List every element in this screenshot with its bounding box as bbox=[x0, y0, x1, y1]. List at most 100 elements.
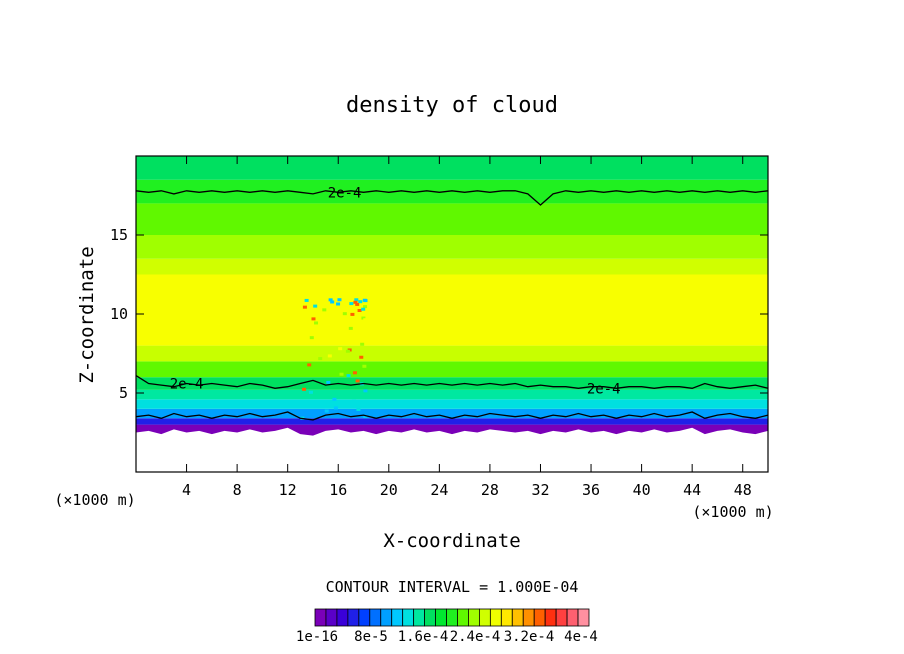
plume-cell bbox=[350, 312, 355, 316]
colorbar-swatch bbox=[511, 608, 524, 627]
cloud-base-mask bbox=[136, 427, 768, 472]
x-unit-right: (×1000 m) bbox=[692, 503, 773, 521]
plot-area bbox=[136, 156, 768, 472]
colorbar-swatch bbox=[489, 608, 502, 627]
plume-cell bbox=[361, 316, 366, 320]
density-band bbox=[136, 408, 768, 419]
plume-cell bbox=[332, 397, 337, 401]
colorbar-swatch bbox=[413, 608, 426, 627]
density-band bbox=[136, 274, 768, 346]
plume-cell bbox=[361, 307, 366, 311]
colorbar-swatch bbox=[468, 608, 480, 627]
colorbar-swatch bbox=[533, 608, 546, 627]
contour-lines: 2e-4 2e-4 2e-4 bbox=[135, 185, 769, 421]
x-tick-label: 28 bbox=[481, 481, 499, 499]
colorbar-swatch bbox=[391, 608, 404, 627]
density-band bbox=[136, 179, 768, 204]
plume-cell bbox=[356, 408, 361, 412]
plume-cell bbox=[304, 298, 309, 302]
colorbar-swatch bbox=[380, 608, 393, 627]
x-tick-label: 4 bbox=[182, 481, 191, 499]
plume-cell bbox=[358, 300, 363, 304]
colorbar-swatch bbox=[457, 608, 469, 627]
density-band bbox=[136, 258, 768, 275]
colorbar-swatch bbox=[424, 608, 436, 627]
x-tick-label: 8 bbox=[233, 481, 242, 499]
plume-cell bbox=[318, 357, 323, 361]
colorbar-swatch bbox=[369, 608, 382, 627]
plume-cell bbox=[339, 372, 344, 376]
colorbar-swatch bbox=[358, 608, 371, 627]
contour-label: 2e-4 bbox=[170, 377, 204, 393]
convective-plume bbox=[300, 298, 368, 420]
density-band bbox=[136, 361, 768, 378]
plume-cell bbox=[314, 321, 319, 325]
plume-cell bbox=[302, 387, 307, 391]
y-tick-label: 15 bbox=[110, 226, 128, 244]
density-band bbox=[136, 235, 768, 259]
colorbar-swatch bbox=[577, 608, 590, 627]
density-band bbox=[136, 418, 768, 425]
colorbar-label: 1.6e-4 bbox=[398, 629, 449, 645]
plume-cell bbox=[323, 323, 328, 327]
x-tick-label: 32 bbox=[531, 481, 549, 499]
colorbar-swatch bbox=[500, 608, 513, 627]
colorbar-swatch bbox=[522, 608, 535, 627]
plume-cell bbox=[353, 300, 358, 304]
contour-label: 2e-4 bbox=[328, 185, 362, 201]
y-axis-label: Z-coordinate bbox=[76, 246, 98, 383]
plume-cell bbox=[351, 399, 356, 403]
x-tick-label: 36 bbox=[582, 481, 600, 499]
density-band bbox=[136, 399, 768, 409]
plume-cell bbox=[360, 322, 365, 326]
plume-cell bbox=[311, 317, 316, 321]
plume-cell bbox=[327, 354, 332, 358]
plume-cell bbox=[308, 390, 313, 394]
plume-cell bbox=[361, 335, 366, 339]
plume-cell bbox=[324, 409, 329, 413]
plume-cell bbox=[334, 313, 339, 317]
plume-cell bbox=[354, 298, 359, 302]
plume-cell bbox=[342, 312, 347, 316]
plume-cell bbox=[355, 379, 360, 383]
x-tick-label: 24 bbox=[430, 481, 448, 499]
plume-cell bbox=[341, 328, 346, 332]
plume-cell bbox=[357, 308, 362, 312]
plume-cell bbox=[348, 326, 353, 330]
x-tick-label: 48 bbox=[734, 481, 752, 499]
plume-cell bbox=[328, 298, 333, 302]
x-tick-label: 40 bbox=[633, 481, 651, 499]
colorbar-swatch bbox=[566, 608, 579, 627]
colorbar-swatch bbox=[314, 608, 327, 627]
plume-cell bbox=[336, 302, 341, 306]
colorbar: 1e-16 8e-5 1.6e-4 2.4e-4 3.2e-4 4e-4 bbox=[296, 608, 598, 645]
contour-line-upper bbox=[135, 190, 769, 206]
plume-cell bbox=[333, 406, 338, 410]
density-band bbox=[136, 389, 768, 400]
colorbar-swatch bbox=[446, 608, 458, 627]
plume-cell bbox=[326, 380, 331, 384]
colorbar-label: 3.2e-4 bbox=[504, 629, 555, 645]
plume-cell bbox=[359, 355, 364, 359]
x-tick-label: 44 bbox=[683, 481, 701, 499]
plume-cell bbox=[313, 304, 318, 308]
colorbar-swatch bbox=[402, 608, 415, 627]
plume-cell bbox=[362, 298, 367, 302]
colorbar-swatch bbox=[347, 608, 360, 627]
x-tick-label: 20 bbox=[380, 481, 398, 499]
plume-cell bbox=[315, 341, 320, 345]
plume-cell bbox=[322, 308, 327, 312]
plume-cell bbox=[309, 336, 314, 340]
plume-cell bbox=[338, 347, 343, 351]
contour-label: 2e-4 bbox=[587, 381, 621, 397]
density-band bbox=[136, 203, 768, 235]
plume-cell bbox=[363, 305, 368, 309]
plume-cell bbox=[360, 342, 365, 346]
field-bands bbox=[136, 156, 768, 472]
colorbar-label: 1e-16 bbox=[296, 629, 338, 645]
plume-cell bbox=[319, 333, 324, 337]
density-band bbox=[136, 345, 768, 362]
y-tick-label: 5 bbox=[119, 384, 128, 402]
